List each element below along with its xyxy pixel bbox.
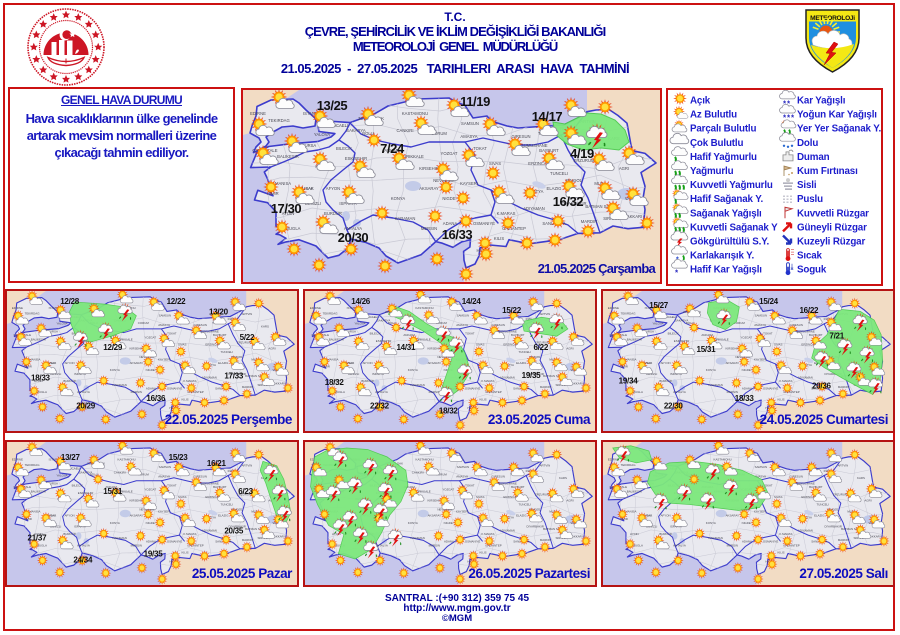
svg-text:Parçalı Bulutlu: Parçalı Bulutlu (690, 124, 757, 135)
svg-text:18/33: 18/33 (735, 394, 754, 403)
svg-text:25.05.2025 Pazar: 25.05.2025 Pazar (192, 566, 293, 581)
svg-text:6/23: 6/23 (238, 486, 253, 496)
svg-text:23.05.2025 Cuma: 23.05.2025 Cuma (488, 412, 591, 427)
svg-text:12/28: 12/28 (60, 297, 79, 306)
svg-text:16/33: 16/33 (442, 227, 473, 242)
svg-text:Kum Fırtınası: Kum Fırtınası (797, 166, 858, 177)
svg-text:19/35: 19/35 (144, 548, 163, 558)
svg-text:Gökgürültülü S.Y.: Gökgürültülü S.Y. (690, 237, 770, 248)
svg-text:Dolu: Dolu (797, 138, 818, 149)
svg-text:Kar Yağışlı: Kar Yağışlı (797, 96, 846, 107)
svg-text:Hafif Sağanak Y.: Hafif Sağanak Y. (690, 194, 764, 205)
svg-text:*: * (787, 114, 791, 123)
svg-text:22/30: 22/30 (664, 401, 683, 410)
svg-text:Yer Yer Sağanak Y.: Yer Yer Sağanak Y. (797, 124, 881, 135)
svg-text:Güneyli Rüzgar: Güneyli Rüzgar (797, 222, 867, 233)
svg-text:Sıcak: Sıcak (797, 251, 823, 262)
svg-text:Kuvvetli Rüzgar: Kuvvetli Rüzgar (797, 208, 869, 219)
svg-text:24.05.2025 Cumartesi: 24.05.2025 Cumartesi (760, 412, 888, 427)
svg-text:16/22: 16/22 (799, 306, 818, 315)
svg-text:Hafif Yağmurlu: Hafif Yağmurlu (690, 152, 757, 163)
svg-text:*: * (783, 100, 787, 109)
svg-text:*: * (791, 114, 795, 123)
svg-text:Kuzeyli Rüzgar: Kuzeyli Rüzgar (797, 237, 865, 248)
svg-text:4/19: 4/19 (570, 146, 594, 161)
svg-text:*: * (787, 100, 791, 109)
svg-text:19/35: 19/35 (522, 371, 541, 380)
svg-text:19/34: 19/34 (619, 376, 638, 385)
svg-text:Soguk: Soguk (797, 265, 827, 276)
svg-text:18/33: 18/33 (31, 374, 50, 383)
svg-text:24/34: 24/34 (73, 554, 92, 564)
svg-text:Duman: Duman (797, 152, 830, 163)
svg-text:6/22: 6/22 (533, 343, 548, 352)
svg-text:20/35: 20/35 (224, 525, 243, 535)
svg-text:20/36: 20/36 (812, 382, 831, 391)
svg-text:*: * (675, 269, 679, 278)
svg-text:Yağmurlu: Yağmurlu (690, 166, 734, 177)
svg-text:17/30: 17/30 (271, 201, 302, 216)
svg-text:Sağanak Yağışlı: Sağanak Yağışlı (690, 208, 762, 219)
svg-text:*: * (783, 114, 787, 123)
svg-text:21.05.2025 Çarşamba: 21.05.2025 Çarşamba (538, 261, 657, 276)
svg-text:14/31: 14/31 (396, 343, 415, 352)
svg-text:26.05.2025 Pazartesi: 26.05.2025 Pazartesi (468, 566, 590, 581)
svg-text:11/19: 11/19 (460, 94, 490, 109)
svg-text:18/32: 18/32 (325, 378, 344, 387)
svg-text:7/24: 7/24 (380, 141, 405, 156)
svg-text:17/33: 17/33 (224, 371, 243, 380)
svg-text:Az Bulutlu: Az Bulutlu (690, 110, 737, 121)
svg-text:14/26: 14/26 (351, 297, 370, 306)
svg-text:15/23: 15/23 (169, 452, 188, 462)
svg-text:Puslu: Puslu (797, 194, 823, 205)
svg-text:Hafif Kar Yağışlı: Hafif Kar Yağışlı (690, 265, 762, 276)
svg-text:METEOROLOJi: METEOROLOJi (810, 15, 855, 22)
svg-text:22.05.2025 Perşembe: 22.05.2025 Perşembe (165, 412, 293, 427)
svg-text:14/24: 14/24 (462, 297, 481, 306)
svg-text:15/31: 15/31 (697, 345, 716, 354)
svg-text:21/37: 21/37 (28, 532, 47, 542)
svg-text:14/17: 14/17 (532, 109, 563, 124)
svg-text:13/20: 13/20 (209, 307, 228, 316)
svg-text:20/30: 20/30 (338, 230, 369, 245)
svg-text:Çok Bulutlu: Çok Bulutlu (690, 138, 743, 149)
svg-text:13/27: 13/27 (61, 452, 80, 462)
svg-text:16/32: 16/32 (553, 194, 584, 209)
svg-text:Kuvvetli Sağanak Y: Kuvvetli Sağanak Y (690, 222, 778, 233)
svg-text:Kuvvetli Yağmurlu: Kuvvetli Yağmurlu (690, 180, 773, 191)
svg-text:20/29: 20/29 (76, 401, 95, 410)
svg-text:16/21: 16/21 (207, 458, 226, 468)
svg-text:15/31: 15/31 (103, 486, 122, 496)
svg-text:22/32: 22/32 (370, 401, 389, 410)
svg-text:15/22: 15/22 (502, 306, 521, 315)
svg-text:27.05.2025 Salı: 27.05.2025 Salı (799, 566, 888, 581)
svg-text:5/22: 5/22 (240, 333, 255, 342)
svg-text:Yoğun Kar Yağışlı: Yoğun Kar Yağışlı (797, 110, 877, 121)
svg-text:18/32: 18/32 (439, 406, 458, 415)
svg-text:Karlakarışık Y.: Karlakarışık Y. (690, 251, 754, 262)
svg-text:Açık: Açık (690, 96, 711, 107)
svg-text:7/21: 7/21 (829, 331, 844, 340)
svg-text:12/22: 12/22 (167, 297, 186, 306)
svg-text:Sisli: Sisli (797, 180, 817, 191)
svg-text:13/25: 13/25 (317, 98, 348, 113)
svg-text:16/36: 16/36 (146, 394, 165, 403)
svg-text:15/27: 15/27 (649, 301, 668, 310)
svg-text:12/29: 12/29 (103, 343, 122, 352)
svg-text:15/24: 15/24 (759, 297, 778, 306)
